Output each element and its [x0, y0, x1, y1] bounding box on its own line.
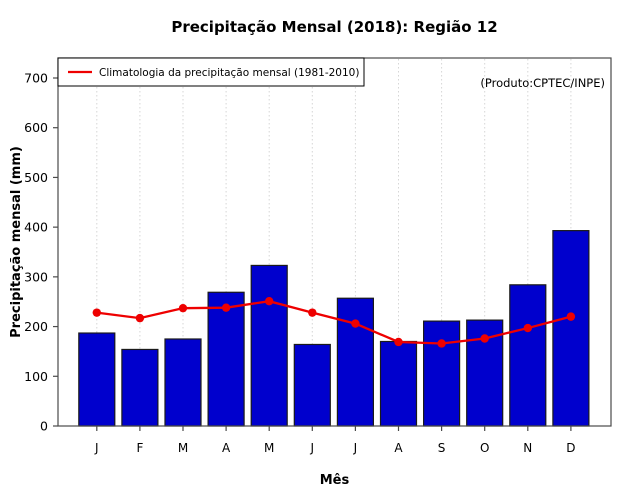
climatology-point-10: [480, 334, 489, 343]
bar-M-5: [250, 264, 288, 427]
x-tick-label: M: [264, 441, 274, 455]
y-tick-label: 400: [24, 220, 48, 235]
x-tick-label: O: [480, 441, 489, 455]
x-tick-label: D: [566, 441, 575, 455]
climatology-point-2: [135, 313, 145, 323]
climatology-point-9: [437, 339, 446, 348]
bar-F-2: [121, 348, 159, 427]
x-tick-label: A: [394, 441, 403, 455]
x-tick-label: J: [94, 441, 99, 455]
bar-N-11: [509, 284, 547, 427]
y-tick-label: 100: [24, 369, 48, 384]
climatology-point-8: [394, 337, 403, 347]
climatology-point-11: [523, 323, 532, 333]
y-axis-label: Precipitação mensal (mm): [9, 146, 24, 338]
climatology-point-7: [351, 319, 360, 328]
x-tick-label: J: [310, 441, 315, 455]
bar-A-4: [207, 291, 245, 427]
bar-M-3: [164, 338, 202, 427]
bar-J-1: [78, 332, 116, 427]
bar-S-9: [423, 320, 461, 427]
climatology-point-12: [566, 312, 576, 321]
bar-J-6: [293, 343, 331, 427]
y-tick-label: 200: [24, 319, 48, 334]
bar-D-12: [552, 230, 590, 427]
x-tick-label: F: [136, 441, 143, 455]
x-tick-label: J: [353, 441, 358, 455]
x-tick-label: M: [178, 441, 188, 455]
x-tick-label: A: [222, 441, 231, 455]
chart-title: Precipitação Mensal (2018): Região 12: [171, 18, 497, 36]
y-tick-label: 0: [40, 419, 48, 434]
bar-J-7: [336, 297, 374, 427]
x-axis-label: Mês: [320, 473, 350, 488]
climatology-point-4: [221, 303, 231, 312]
bar-A-8: [379, 340, 418, 427]
climatology-line: [96, 300, 572, 345]
y-tick-label: 600: [24, 120, 48, 135]
produto-annotation: (Produto:CPTEC/INPE): [480, 76, 605, 90]
climatology-point-3: [178, 303, 188, 313]
climatology-point-1: [92, 308, 102, 317]
x-tick-label: N: [523, 441, 532, 455]
x-tick-label: S: [438, 441, 446, 455]
climatology-point-5: [265, 297, 274, 306]
legend-label: Climatologia da precipitação mensal (198…: [99, 67, 359, 79]
y-tick-label: 300: [24, 269, 48, 284]
y-tick-label: 700: [24, 71, 48, 86]
y-tick-label: 500: [24, 170, 48, 185]
climatology-point-6: [308, 308, 317, 317]
legend-box: [57, 57, 365, 87]
